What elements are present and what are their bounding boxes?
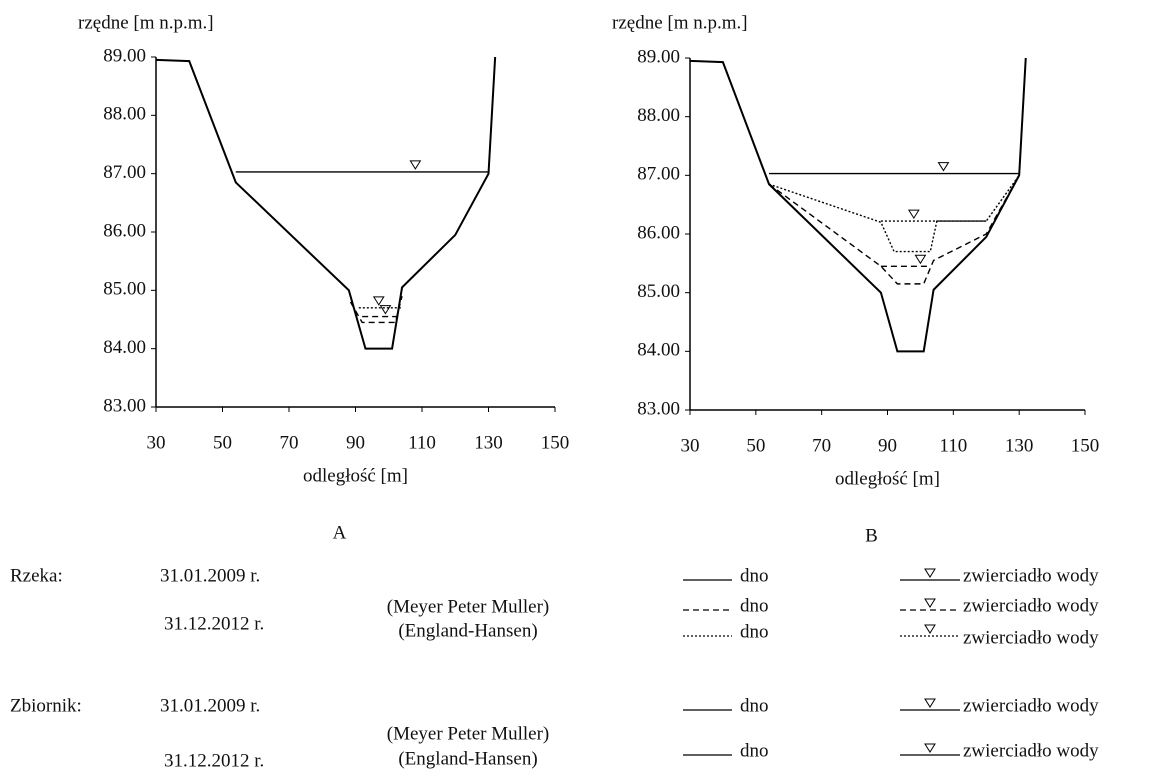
x-axis-title: odległość [m]	[835, 468, 940, 489]
x-tick-label: 150	[1071, 435, 1100, 456]
y-tick-label: 89.00	[637, 46, 680, 67]
x-tick-label: 110	[408, 432, 436, 453]
legend-date: 31.01.2009 r.	[160, 565, 260, 586]
legend-group-label: Zbiornik:	[10, 695, 82, 716]
x-tick-label: 70	[280, 432, 299, 453]
x-tick-label: 130	[1005, 435, 1034, 456]
y-tick-label: 85.00	[637, 281, 680, 302]
legend-bed: dno	[740, 621, 769, 642]
y-tick-label: 88.00	[103, 104, 146, 125]
x-tick-label: 30	[681, 435, 700, 456]
legend-water: zwierciadło wody	[963, 695, 1099, 716]
legend-method: (Meyer Peter Muller)	[387, 723, 550, 744]
legend-bed: dno	[740, 740, 769, 761]
y-tick-label: 84.00	[637, 340, 680, 361]
y-tick-label: 88.00	[637, 105, 680, 126]
legend-water: zwierciadło wody	[963, 740, 1099, 761]
series-line	[349, 295, 403, 324]
legend-bed: dno	[740, 595, 769, 616]
legend-marker	[924, 598, 936, 608]
legend-marker	[924, 743, 936, 753]
legend-marker	[924, 698, 936, 708]
x-tick-label: 110	[939, 435, 967, 456]
legend-method: (Meyer Peter Muller)	[387, 596, 550, 617]
y-tick-label: 87.00	[637, 164, 680, 185]
x-tick-label: 30	[147, 432, 166, 453]
series-line	[768, 174, 1020, 285]
legend-date: 31.12.2012 r.	[164, 613, 264, 634]
water-marker	[907, 209, 920, 220]
y-tick-label: 84.00	[103, 337, 146, 358]
x-tick-label: 90	[346, 432, 365, 453]
y-tick-label: 87.00	[103, 162, 146, 183]
series-line	[155, 56, 497, 350]
x-tick-label: 150	[541, 432, 570, 453]
panel-label: A	[333, 522, 347, 543]
x-axis-title: odległość [m]	[303, 465, 408, 486]
legend-date: 31.01.2009 r.	[160, 695, 260, 716]
y-tick-label: 86.00	[637, 222, 680, 243]
legend-water: zwierciadło wody	[963, 595, 1099, 616]
y-axis-title: rzędne [m n.p.m.]	[78, 12, 214, 33]
y-tick-label: 83.00	[637, 398, 680, 419]
panel-label: B	[865, 525, 878, 546]
water-marker	[372, 296, 385, 306]
legend-bed: dno	[740, 695, 769, 716]
water-marker	[379, 305, 392, 315]
x-tick-label: 70	[812, 435, 831, 456]
legend-water: zwierciadło wody	[963, 627, 1099, 648]
legend-bed: dno	[740, 565, 769, 586]
legend-method: (England-Hansen)	[398, 748, 537, 769]
x-tick-label: 50	[746, 435, 765, 456]
legend-water: zwierciadło wody	[963, 565, 1099, 586]
water-marker	[409, 160, 422, 170]
series-line	[689, 57, 1027, 353]
legend-marker	[924, 568, 936, 578]
x-tick-label: 90	[878, 435, 897, 456]
y-axis-title: rzędne [m n.p.m.]	[612, 12, 748, 33]
water-marker	[914, 254, 927, 265]
legend-group-label: Rzeka:	[10, 565, 63, 586]
water-marker	[937, 162, 950, 172]
x-tick-label: 130	[474, 432, 503, 453]
legend-marker	[924, 624, 936, 634]
x-tick-label: 50	[213, 432, 232, 453]
y-tick-label: 85.00	[103, 279, 146, 300]
legend-method: (England-Hansen)	[398, 620, 537, 641]
y-tick-label: 86.00	[103, 220, 146, 241]
y-tick-label: 83.00	[103, 395, 146, 416]
legend-date: 31.12.2012 r.	[164, 750, 264, 771]
y-tick-label: 89.00	[103, 45, 146, 66]
